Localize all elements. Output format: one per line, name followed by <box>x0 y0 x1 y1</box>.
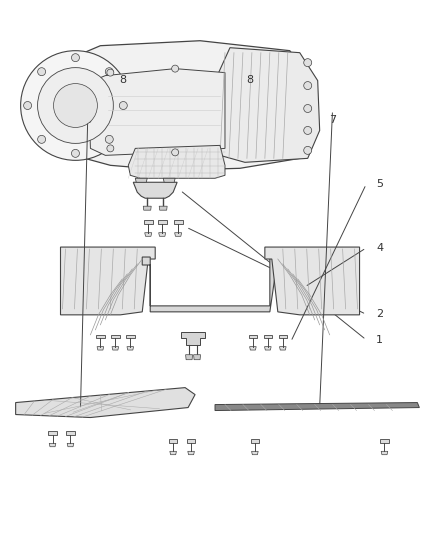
Circle shape <box>105 135 113 143</box>
Polygon shape <box>126 335 134 338</box>
Polygon shape <box>111 335 120 338</box>
Polygon shape <box>88 69 225 155</box>
Circle shape <box>71 54 79 62</box>
Circle shape <box>304 147 312 155</box>
Polygon shape <box>169 439 177 443</box>
Polygon shape <box>66 432 75 435</box>
Circle shape <box>71 149 79 157</box>
Circle shape <box>304 82 312 90</box>
Circle shape <box>119 101 127 109</box>
Circle shape <box>53 84 97 127</box>
Polygon shape <box>163 178 175 182</box>
Polygon shape <box>279 335 287 338</box>
Polygon shape <box>96 335 105 338</box>
Polygon shape <box>251 439 259 443</box>
Polygon shape <box>145 233 152 236</box>
Circle shape <box>107 69 114 76</box>
Polygon shape <box>67 443 74 447</box>
Polygon shape <box>112 346 119 350</box>
Polygon shape <box>173 220 183 224</box>
Polygon shape <box>265 247 360 315</box>
Text: 1: 1 <box>376 335 383 345</box>
Polygon shape <box>264 335 272 338</box>
Polygon shape <box>381 451 388 455</box>
Polygon shape <box>128 146 225 178</box>
Polygon shape <box>215 47 320 163</box>
Polygon shape <box>159 233 166 236</box>
Polygon shape <box>159 206 167 210</box>
Polygon shape <box>60 247 155 315</box>
Polygon shape <box>186 355 193 360</box>
Polygon shape <box>49 443 56 447</box>
Polygon shape <box>249 335 257 338</box>
Text: 2: 2 <box>376 309 383 319</box>
Polygon shape <box>175 233 182 236</box>
Polygon shape <box>135 178 147 182</box>
Text: 8: 8 <box>246 75 253 85</box>
Text: 7: 7 <box>329 115 336 125</box>
Text: 5: 5 <box>376 179 383 189</box>
Circle shape <box>304 104 312 112</box>
Polygon shape <box>144 220 153 224</box>
Polygon shape <box>97 346 104 350</box>
Polygon shape <box>250 346 256 350</box>
Polygon shape <box>50 41 314 171</box>
Polygon shape <box>143 206 151 210</box>
Text: 8: 8 <box>120 75 127 85</box>
Circle shape <box>21 51 130 160</box>
Polygon shape <box>188 451 194 455</box>
Polygon shape <box>170 451 177 455</box>
Circle shape <box>38 135 46 143</box>
Circle shape <box>107 145 114 152</box>
Circle shape <box>172 65 179 72</box>
Polygon shape <box>127 346 134 350</box>
Circle shape <box>38 68 46 76</box>
Polygon shape <box>158 220 167 224</box>
Polygon shape <box>16 387 195 417</box>
Polygon shape <box>265 346 271 350</box>
Polygon shape <box>194 355 201 360</box>
Circle shape <box>172 149 179 156</box>
Polygon shape <box>279 346 286 350</box>
Polygon shape <box>48 432 57 435</box>
Polygon shape <box>181 332 205 345</box>
Polygon shape <box>142 257 278 312</box>
Circle shape <box>304 126 312 134</box>
Text: 6: 6 <box>85 115 92 125</box>
Polygon shape <box>251 451 258 455</box>
Polygon shape <box>187 439 195 443</box>
Circle shape <box>105 68 113 76</box>
Polygon shape <box>380 439 389 443</box>
Text: 3: 3 <box>176 154 183 164</box>
Circle shape <box>304 59 312 67</box>
Circle shape <box>24 101 32 109</box>
Text: 4: 4 <box>376 243 383 253</box>
Polygon shape <box>133 182 177 198</box>
Circle shape <box>38 68 113 143</box>
Polygon shape <box>215 402 419 410</box>
